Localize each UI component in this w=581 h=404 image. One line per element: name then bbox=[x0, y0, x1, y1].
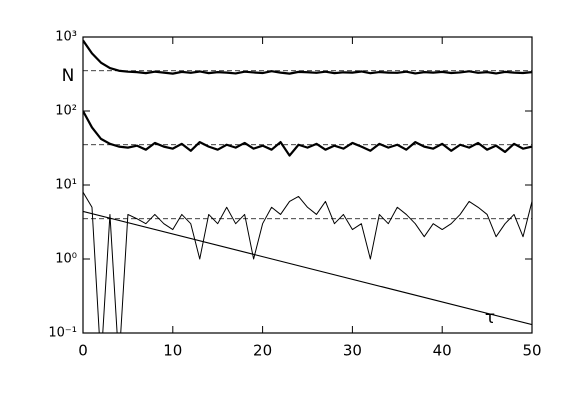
data-line bbox=[83, 110, 532, 157]
plot-frame bbox=[82, 36, 533, 334]
x-tick-label: 10 bbox=[163, 342, 182, 360]
y-tick-label: 10¹ bbox=[55, 178, 77, 193]
y-tick-label: 10³ bbox=[55, 30, 77, 45]
y-tick-label: 10⁻¹ bbox=[48, 326, 77, 341]
y-axis-label: N bbox=[62, 66, 75, 86]
x-tick-label: 20 bbox=[253, 342, 272, 360]
x-tick-label: 50 bbox=[522, 342, 541, 360]
x-tick-label: 40 bbox=[433, 342, 452, 360]
data-line bbox=[83, 210, 532, 326]
y-tick-label: 10² bbox=[55, 104, 77, 119]
x-tick-label: 0 bbox=[78, 342, 88, 360]
x-axis-label: τ bbox=[485, 308, 495, 328]
data-line bbox=[83, 191, 532, 333]
x-tick-label: 30 bbox=[343, 342, 362, 360]
y-tick-label: 10⁰ bbox=[55, 252, 77, 267]
data-line bbox=[83, 39, 532, 75]
plot-area bbox=[83, 39, 532, 333]
